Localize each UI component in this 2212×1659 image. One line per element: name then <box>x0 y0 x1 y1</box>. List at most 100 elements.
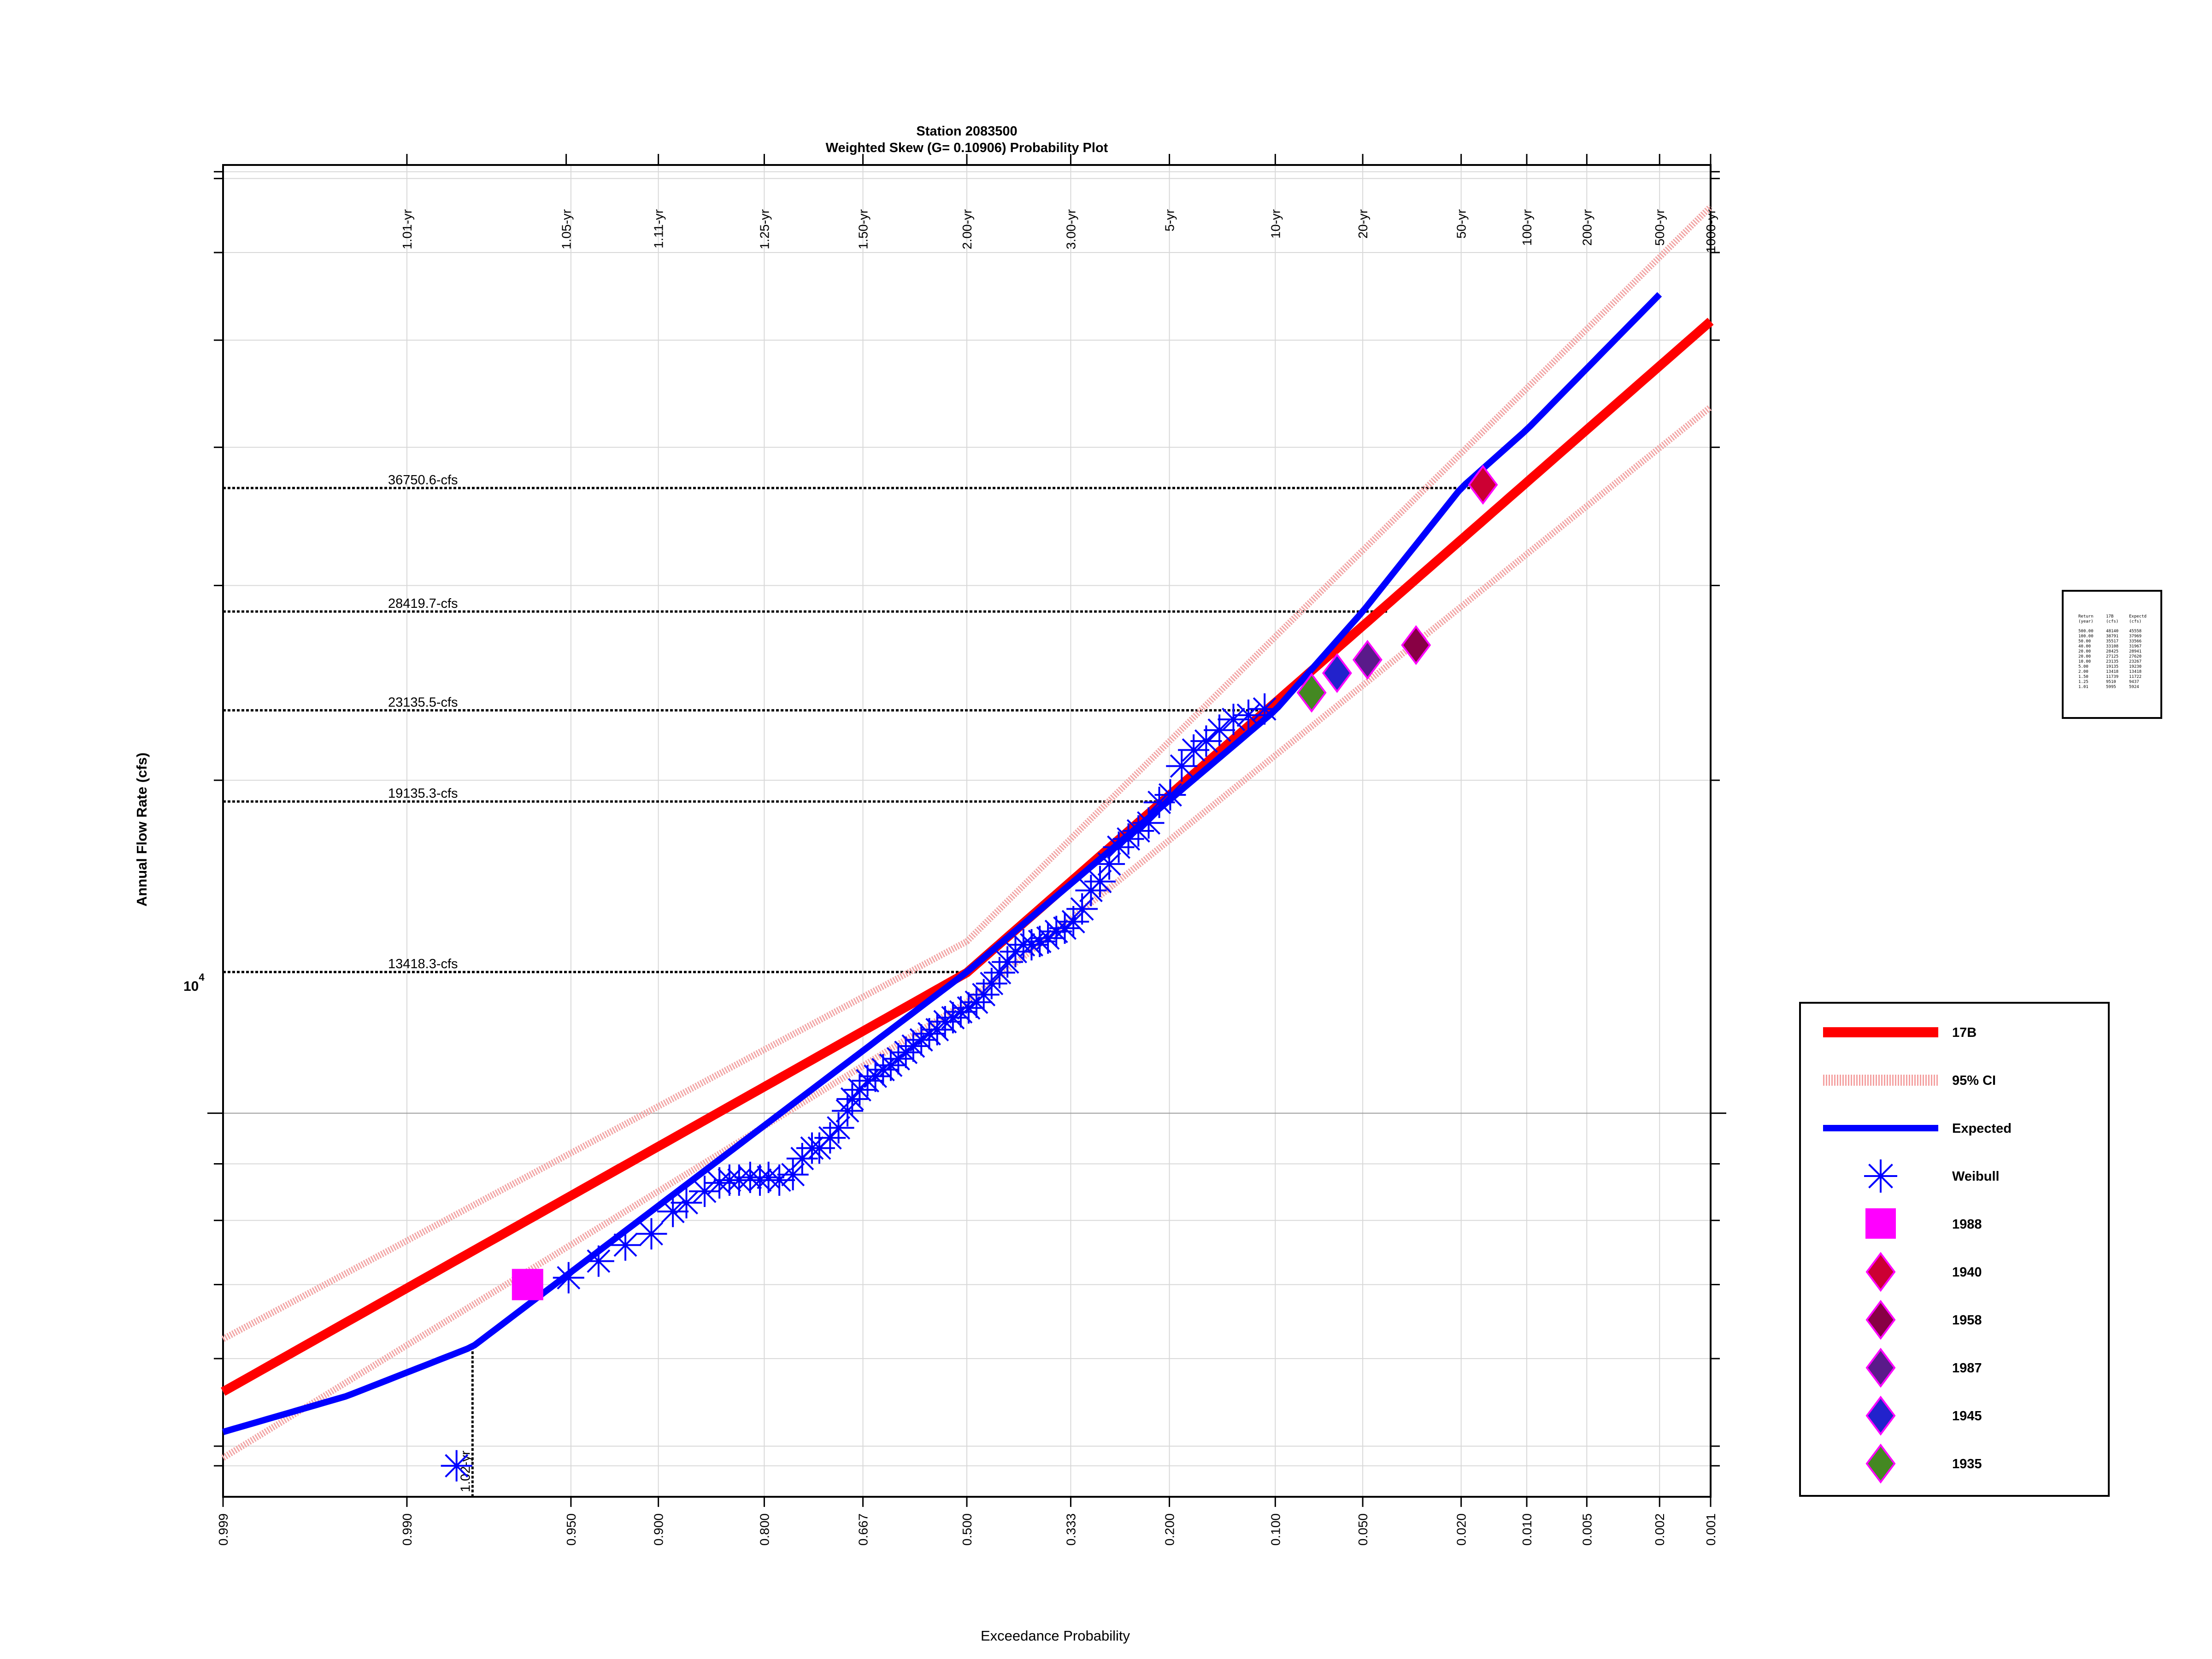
return-period-label: 200-yr <box>1580 209 1594 246</box>
summary-table-cell: 11739 <box>2106 675 2118 679</box>
summary-table-cell: 9510 <box>2106 680 2116 684</box>
weibull-point <box>1233 700 1265 731</box>
summary-table-cell: 38791 <box>2106 634 2118 639</box>
summary-table-cell: 48140 <box>2106 629 2118 634</box>
x-tick-label: 0.200 <box>1163 1513 1177 1546</box>
summary-table-cell: 45558 <box>2129 629 2141 634</box>
summary-table-cell: 1.25 <box>2078 680 2088 684</box>
return-period-label: 1.50-yr <box>856 209 871 249</box>
historic-point-1945 <box>1322 653 1352 693</box>
summary-table-cell: 13418 <box>2129 670 2141 674</box>
weibull-point <box>1166 750 1198 782</box>
axes: 0.999 0.990 0.950 0.900 0.800 0.667 0.500 0.333… <box>207 154 1726 1546</box>
weibull-point <box>582 1245 614 1277</box>
historic-point-1987 <box>1352 640 1382 680</box>
weibull-point <box>937 1002 969 1034</box>
historic-point-1988 <box>512 1269 543 1300</box>
weibull-point <box>734 1161 766 1193</box>
weibull-point <box>1032 922 1064 954</box>
summary-table-cell: 37969 <box>2129 634 2141 639</box>
summary-table-box <box>2062 590 2162 719</box>
legend-item-weibull: Weibull <box>1864 1159 2000 1193</box>
x-tick-label: 0.002 <box>1653 1513 1667 1546</box>
summary-table-cell: 28425 <box>2106 649 2118 654</box>
return-period-label: 1.05-yr <box>559 209 574 249</box>
gridlines <box>223 165 1711 1497</box>
x-tick-label: 0.667 <box>856 1513 871 1546</box>
reference-line-label: 19135.3-cfs <box>388 786 458 801</box>
weibull-point <box>1112 823 1144 855</box>
x-tick-label: 0.005 <box>1580 1513 1594 1546</box>
legend-item-1988: 1988 <box>1865 1208 1982 1239</box>
summary-table-cell: 13418 <box>2106 670 2118 674</box>
return-period-label: 1000-yr <box>1704 209 1718 253</box>
reference-lines: 36750.6-cfs 28419.7-cfs 23135.5-cfs 19135.3… <box>223 473 1483 1497</box>
return-period-label: 3.00-yr <box>1064 209 1078 249</box>
weibull-point <box>832 1095 864 1127</box>
weibull-point <box>1058 906 1089 938</box>
series-line-expected <box>222 292 1662 1435</box>
legend-label: 1940 <box>1952 1265 1982 1280</box>
summary-table-cell: 10.00 <box>2078 659 2091 664</box>
weibull-point <box>1154 779 1186 811</box>
y-tick-base: 10 <box>183 979 199 994</box>
legend-item-1945: 1945 <box>1865 1395 1982 1436</box>
legend-label: 1988 <box>1952 1217 1982 1232</box>
summary-table-cell: 23267 <box>2129 659 2141 664</box>
x-tick-label: 0.001 <box>1704 1513 1718 1546</box>
historic-point-1940 <box>1468 465 1498 505</box>
summary-table-cell: 19230 <box>2129 665 2141 669</box>
return-period-label: 5-yr <box>1163 209 1177 231</box>
summary-table: Return 17B Expectd (year) (cfs) (cfs) 500.00 48… <box>2062 590 2162 719</box>
summary-table-cell: 11722 <box>2129 675 2141 679</box>
x-axis-label: Exceedance Probability <box>981 1628 1130 1644</box>
summary-table-cell: 100.00 <box>2078 634 2094 639</box>
summary-table-cell: 23135 <box>2106 659 2118 664</box>
return-period-label: 500-yr <box>1653 209 1667 246</box>
reference-line-label: 13418.3-cfs <box>388 957 458 971</box>
summary-table-cell: 27125 <box>2106 654 2118 659</box>
weibull-point <box>610 1229 641 1261</box>
legend-item-1935: 1935 <box>1865 1443 1982 1484</box>
x-tick-label: 0.999 <box>216 1513 230 1546</box>
summary-table-cell: 1.50 <box>2078 675 2088 679</box>
legend-label: Weibull <box>1952 1169 2000 1184</box>
x-tick-label: 0.010 <box>1520 1513 1534 1546</box>
summary-table-cell: 5.00 <box>2078 665 2088 669</box>
legend-label: 1935 <box>1952 1457 1982 1471</box>
chart-title: Station 2083500 <box>916 124 1017 139</box>
summary-table-cell: 1.01 <box>2078 685 2088 689</box>
weibull-point <box>1084 865 1116 897</box>
x-tick-label: 0.100 <box>1268 1513 1282 1546</box>
summary-table-cell: 20.00 <box>2078 649 2091 654</box>
summary-table-cell: 33566 <box>2129 639 2141 644</box>
x-tick-label: 0.990 <box>400 1513 414 1546</box>
legend-item-1958: 1958 <box>1865 1300 1982 1340</box>
return-period-label: 2.00-yr <box>960 209 974 249</box>
summary-table-cell: 20.00 <box>2078 654 2091 659</box>
legend-item-expected: Expected <box>1823 1121 2012 1136</box>
weibull-point <box>1049 912 1081 944</box>
x-tick-label: 0.500 <box>960 1513 974 1546</box>
summary-table-cell: 2.00 <box>2078 670 2088 674</box>
summary-table-unit: (year) <box>2078 619 2094 624</box>
weibull-point <box>814 1122 846 1154</box>
summary-table-unit: (cfs) <box>2129 619 2141 624</box>
legend-item-17b: 17B <box>1823 1025 1977 1040</box>
x-tick-label: 0.800 <box>757 1513 771 1546</box>
x-tick-label: 0.020 <box>1454 1513 1469 1546</box>
legend: 17B 95% CI Expected Weibull 1988 1940 1958 1987… <box>1799 1002 2110 1497</box>
weibull-point <box>1190 725 1222 757</box>
data-points <box>441 465 1498 1482</box>
weibull-point <box>1178 734 1210 766</box>
weibull-point <box>1094 848 1125 880</box>
legend-label: 17B <box>1952 1025 1977 1040</box>
weibull-point <box>764 1164 795 1196</box>
weibull-point <box>689 1176 721 1207</box>
summary-table-header: 17B <box>2106 614 2113 619</box>
weibull-point <box>823 1112 854 1144</box>
x-tick-label: 0.900 <box>652 1513 666 1546</box>
summary-table-cell: 28941 <box>2129 649 2141 654</box>
return-period-label: 10-yr <box>1268 209 1282 239</box>
